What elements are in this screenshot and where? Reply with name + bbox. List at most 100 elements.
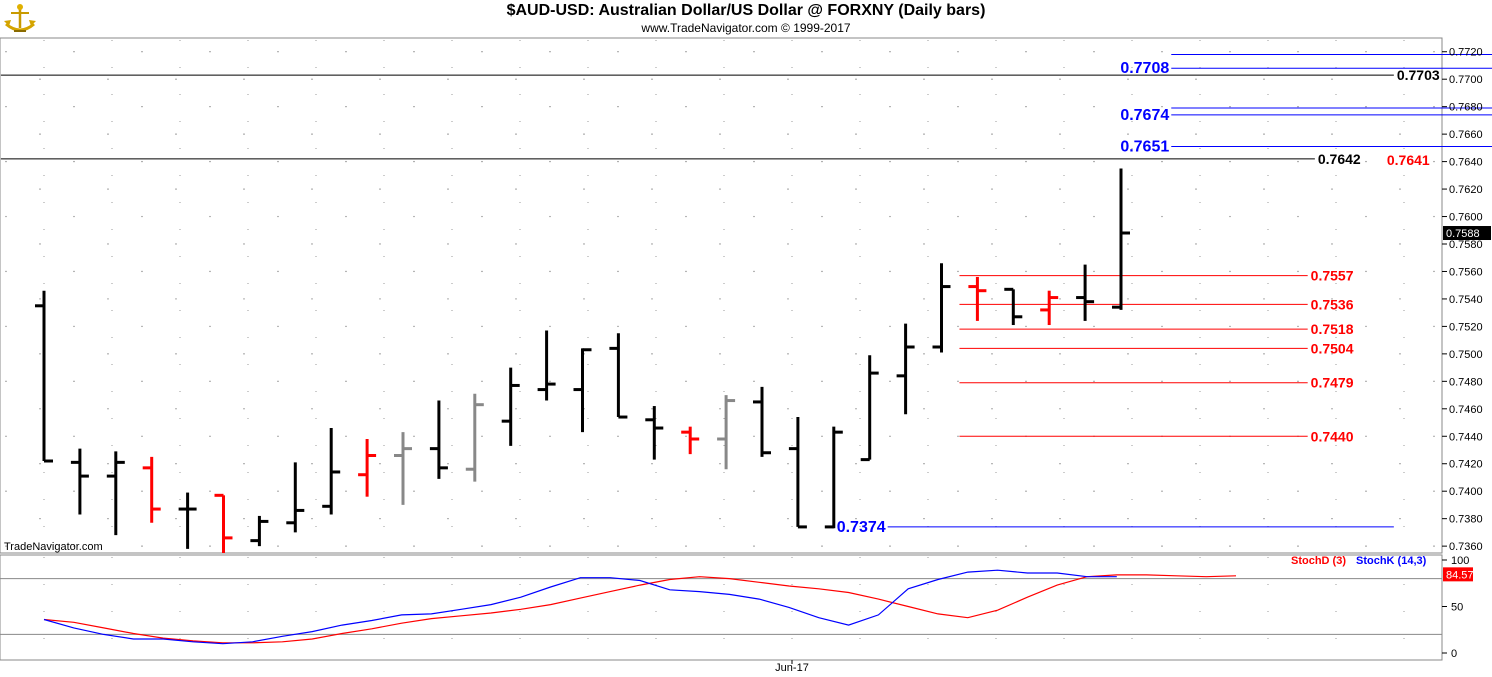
- grid-dot: [39, 133, 41, 135]
- chart-grid: [5, 40, 1469, 658]
- grid-dot: [617, 105, 619, 108]
- grid-dot: [855, 78, 857, 80]
- grid-dot: [1399, 78, 1401, 80]
- grid-dot: [413, 435, 415, 437]
- grid-dot: [1195, 408, 1197, 410]
- grid-dot: [1195, 243, 1197, 245]
- grid-dot: [107, 133, 109, 135]
- grid-dot: [345, 160, 347, 163]
- grid-dot: [73, 105, 75, 108]
- grid-dot: [1161, 270, 1163, 273]
- ohlc-bar: [1004, 287, 1023, 326]
- grid-dot: [311, 463, 313, 465]
- grid-dot: [787, 133, 789, 135]
- grid-dot: [617, 51, 619, 53]
- grid-dot: [1025, 380, 1027, 383]
- grid-dot: [787, 408, 789, 410]
- grid-dot: [107, 78, 109, 80]
- grid-dot: [719, 298, 721, 300]
- stochastic-tick-label: 0: [1451, 648, 1457, 660]
- grid-dot: [923, 78, 925, 80]
- grid-dot: [1229, 51, 1231, 53]
- stochastic-last-value-tag: [1443, 567, 1473, 582]
- grid-dot: [923, 298, 925, 300]
- y-tick-label: 0.7540: [1449, 294, 1483, 306]
- grid-dot: [685, 160, 687, 163]
- ohlc-bar: [753, 386, 771, 457]
- level-label: 0.7557: [1311, 268, 1354, 284]
- grid-dot: [923, 463, 925, 465]
- grid-dot: [1365, 490, 1367, 492]
- grid-dot: [617, 160, 619, 163]
- grid-dot: [1331, 463, 1333, 465]
- grid-dot: [753, 545, 755, 547]
- grid-dot: [651, 298, 653, 300]
- grid-dot: [5, 215, 7, 218]
- grid-dot: [39, 78, 41, 80]
- grid-dot: [1195, 188, 1197, 190]
- grid-dot: [141, 215, 143, 218]
- grid-dot: [413, 105, 415, 108]
- grid-dot: [1229, 325, 1231, 328]
- grid-dot: [991, 353, 993, 355]
- ohlc-bar: [645, 406, 664, 460]
- grid-dot: [107, 408, 109, 410]
- grid-dot: [1025, 490, 1027, 492]
- grid-dot: [889, 435, 891, 437]
- grid-dot: [5, 435, 7, 437]
- y-tick-label: 0.7580: [1449, 239, 1483, 251]
- ohlc-bar: [932, 263, 951, 353]
- grid-dot: [1399, 243, 1401, 245]
- ohlc-bar: [250, 515, 269, 547]
- grid-dot: [787, 243, 789, 245]
- grid-dot: [1127, 408, 1129, 410]
- stochastic-panel: 100 50 0 StochD (3) StochK (14,3) 84.57: [0, 555, 1474, 660]
- grid-dot: [1433, 435, 1435, 437]
- grid-dot: [549, 490, 551, 492]
- grid-dot: [1127, 243, 1129, 245]
- grid-dot: [1297, 105, 1299, 108]
- grid-dot: [1297, 51, 1299, 53]
- grid-dot: [1229, 105, 1231, 108]
- grid-dot: [209, 215, 211, 218]
- chart-header: $AUD-USD: Australian Dollar/US Dollar @ …: [0, 0, 1492, 38]
- grid-dot: [991, 188, 993, 190]
- grid-dot: [991, 78, 993, 80]
- grid-dot: [889, 270, 891, 273]
- grid-dot: [1059, 243, 1061, 245]
- grid-dot: [753, 51, 755, 53]
- y-tick-label: 0.7460: [1449, 404, 1483, 416]
- grid-dot: [1161, 380, 1163, 383]
- grid-dot: [39, 353, 41, 355]
- grid-dot: [447, 298, 449, 300]
- grid-dot: [1331, 133, 1333, 135]
- grid-dot: [1161, 51, 1163, 53]
- grid-dot: [753, 435, 755, 437]
- chart-title: $AUD-USD: Australian Dollar/US Dollar @ …: [506, 2, 986, 19]
- grid-dot: [515, 463, 517, 465]
- grid-dot: [515, 353, 517, 355]
- grid-dot: [787, 517, 789, 520]
- grid-dot: [243, 463, 245, 465]
- grid-dot: [1093, 160, 1095, 163]
- grid-dot: [1195, 78, 1197, 80]
- grid-dot: [1025, 51, 1027, 53]
- grid-dot: [277, 105, 279, 108]
- grid-dot: [1399, 353, 1401, 355]
- grid-dot: [753, 490, 755, 492]
- grid-dot: [5, 325, 7, 328]
- grid-dot: [583, 133, 585, 135]
- grid-dot: [1059, 133, 1061, 135]
- grid-dot: [243, 408, 245, 410]
- grid-dot: [787, 353, 789, 355]
- grid-dot: [209, 435, 211, 437]
- y-tick-label: 0.7620: [1449, 184, 1483, 196]
- ohlc-bar: [501, 367, 520, 446]
- grid-dot: [73, 435, 75, 437]
- grid-dot: [1433, 270, 1435, 273]
- stochastic-tick-label: 50: [1451, 602, 1463, 614]
- grid-dot: [923, 188, 925, 190]
- grid-dot: [991, 243, 993, 245]
- y-tick-label: 0.7520: [1449, 321, 1483, 333]
- grid-dot: [855, 517, 857, 520]
